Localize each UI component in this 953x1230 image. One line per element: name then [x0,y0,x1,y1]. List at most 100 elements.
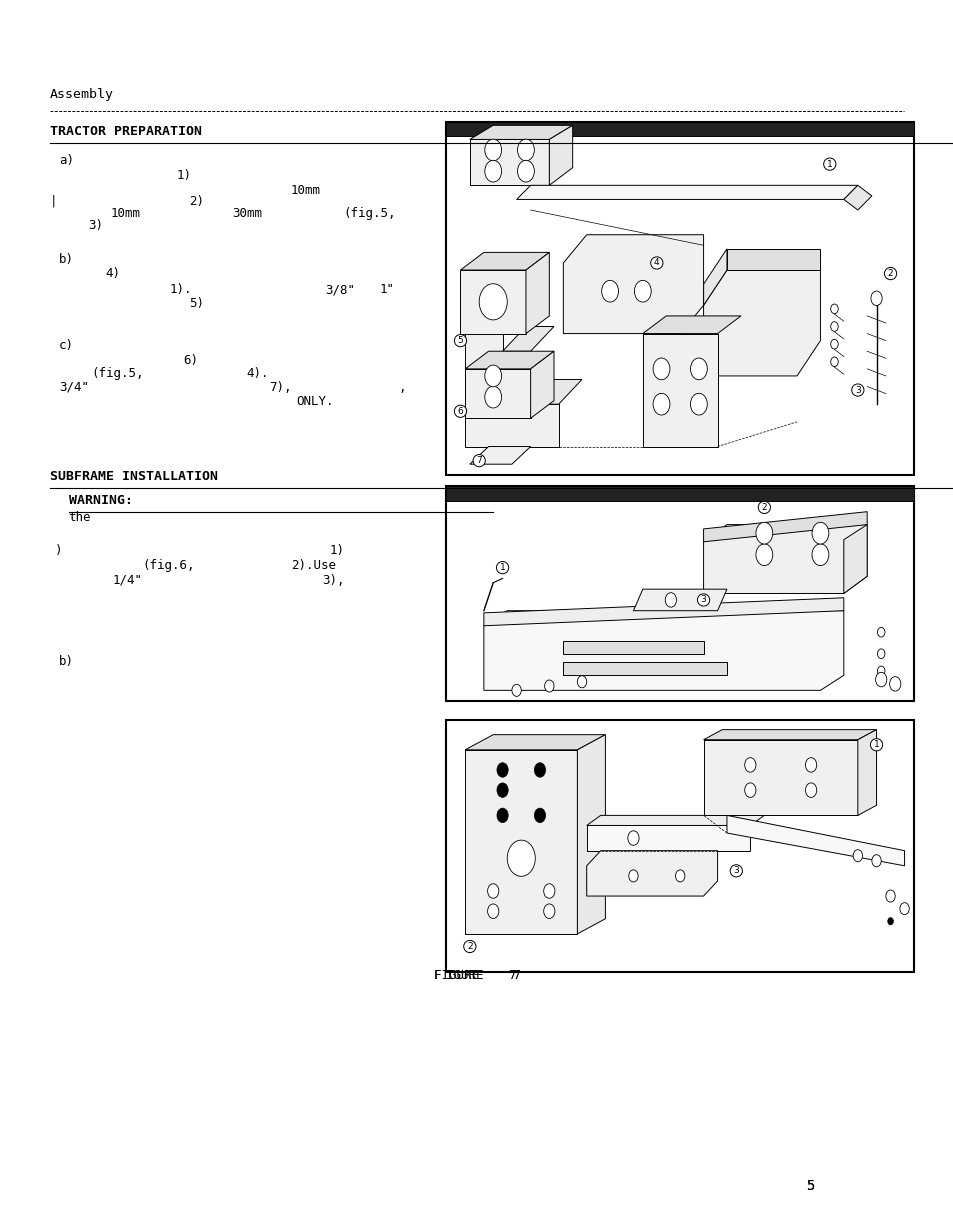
Circle shape [871,855,881,867]
Circle shape [811,523,828,544]
Polygon shape [702,739,857,815]
Circle shape [830,322,838,331]
Polygon shape [465,369,530,418]
Polygon shape [483,611,843,690]
Text: |: | [50,194,57,208]
Text: 2: 2 [887,269,892,278]
Text: 1/4": 1/4" [112,573,142,587]
Text: 2: 2 [467,942,472,951]
Text: 1).: 1). [170,283,193,296]
Text: 6): 6) [183,353,198,367]
Polygon shape [465,352,554,369]
Circle shape [811,544,828,566]
Text: ): ) [55,544,63,557]
Text: c): c) [59,338,74,352]
Polygon shape [549,125,572,186]
Text: (fig.5,: (fig.5, [343,207,395,220]
Bar [446,122,913,475]
Polygon shape [530,380,581,405]
Circle shape [601,280,618,303]
Text: a): a) [59,154,74,167]
Circle shape [755,544,772,566]
Polygon shape [702,248,726,305]
Text: 3/8": 3/8" [325,283,355,296]
Circle shape [830,357,838,367]
Circle shape [830,304,838,314]
Text: 3/4": 3/4" [59,380,89,394]
Circle shape [690,394,706,415]
Circle shape [543,884,555,898]
Text: 10mm: 10mm [111,207,140,220]
Text: 3): 3) [88,219,103,232]
Polygon shape [562,662,726,675]
Circle shape [544,680,554,692]
Text: 4: 4 [654,258,659,267]
Polygon shape [465,280,558,446]
Circle shape [517,160,534,182]
Polygon shape [562,641,702,654]
Circle shape [744,784,755,797]
Text: the: the [69,510,91,524]
Polygon shape [525,252,549,333]
Polygon shape [577,734,605,934]
Circle shape [889,676,900,691]
Polygon shape [857,729,876,815]
Polygon shape [642,316,740,333]
Circle shape [885,891,894,902]
Circle shape [887,918,892,925]
Circle shape [484,365,501,386]
Circle shape [675,870,684,882]
Polygon shape [702,512,866,541]
Text: 3: 3 [700,595,706,604]
Polygon shape [469,125,572,139]
Polygon shape [642,333,717,446]
Circle shape [484,139,501,161]
Polygon shape [562,235,702,333]
Circle shape [543,904,555,919]
Text: IGURE    7: IGURE 7 [446,968,521,982]
Text: 10mm: 10mm [291,183,320,197]
Circle shape [804,758,816,772]
Polygon shape [469,446,530,464]
Text: TRACTOR PREPARATION: TRACTOR PREPARATION [50,124,201,138]
Polygon shape [516,186,857,199]
Polygon shape [465,734,605,750]
Circle shape [627,830,639,845]
Polygon shape [446,486,913,501]
Circle shape [653,394,669,415]
Text: 5: 5 [457,336,463,346]
Circle shape [744,758,755,772]
Circle shape [870,292,882,305]
Circle shape [628,870,638,882]
Polygon shape [469,139,549,186]
Polygon shape [465,750,577,934]
Text: 3: 3 [733,866,739,876]
Text: 4): 4) [105,267,120,280]
Circle shape [507,840,535,876]
Text: 2).Use: 2).Use [291,558,335,572]
Circle shape [497,808,508,823]
Circle shape [487,904,498,919]
Circle shape [497,763,508,777]
Circle shape [899,903,908,915]
Polygon shape [502,326,554,352]
Text: ,: , [398,380,406,394]
Text: 1: 1 [826,160,832,169]
Polygon shape [702,729,876,739]
Polygon shape [460,271,525,333]
Text: 1": 1" [379,283,395,296]
Circle shape [577,675,586,688]
Text: 5): 5) [189,296,204,310]
Text: WARNING:: WARNING: [69,493,132,507]
Polygon shape [702,271,820,376]
Polygon shape [460,252,549,271]
Text: F: F [434,968,441,982]
Circle shape [877,667,884,675]
Circle shape [830,339,838,349]
Text: 5: 5 [805,1180,814,1193]
Circle shape [497,784,508,797]
Text: 1: 1 [873,740,879,749]
Text: 1): 1) [176,169,192,182]
Circle shape [653,358,669,380]
Circle shape [852,850,862,862]
